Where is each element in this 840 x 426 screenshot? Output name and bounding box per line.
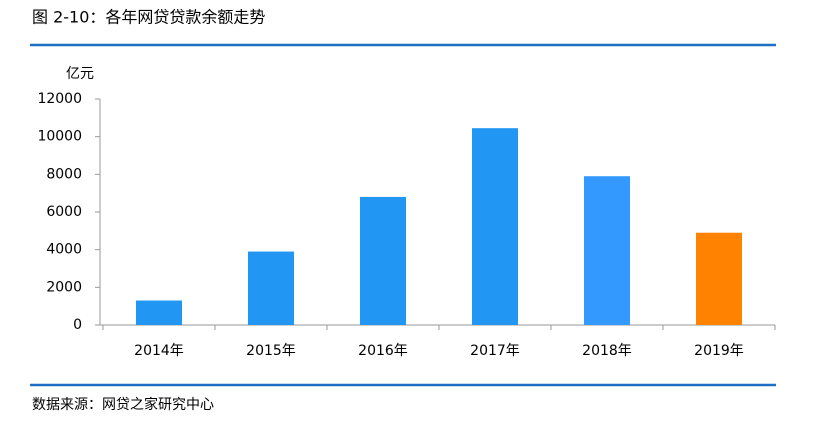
y-axis-unit: 亿元 [66, 66, 94, 82]
y-tick-label: 8000 [46, 166, 82, 182]
x-tick-label: 2019年 [694, 343, 744, 359]
bar [360, 196, 406, 325]
y-tick-label: 2000 [46, 279, 82, 295]
bar [248, 251, 294, 325]
bar [696, 232, 742, 325]
bar [472, 128, 518, 325]
y-tick-label: 12000 [37, 91, 82, 107]
x-tick-label: 2017年 [470, 343, 520, 359]
x-tick-label: 2016年 [358, 343, 408, 359]
y-tick-label: 0 [73, 317, 82, 333]
y-tick-label: 4000 [46, 242, 82, 258]
chart-title: 图 2-10：各年网贷贷款余额走势 [32, 8, 265, 27]
x-tick-label: 2014年 [134, 343, 184, 359]
source-note: 数据来源：网贷之家研究中心 [32, 396, 214, 413]
y-tick-label: 6000 [46, 204, 82, 220]
y-tick-label: 10000 [37, 129, 82, 145]
bar [584, 176, 630, 325]
x-tick-label: 2018年 [582, 343, 632, 359]
x-tick-label: 2015年 [246, 343, 296, 359]
bar [136, 300, 182, 325]
